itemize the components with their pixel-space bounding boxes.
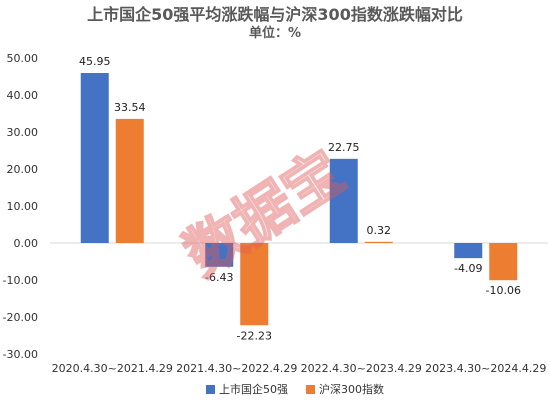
data-label: 33.54 — [114, 101, 146, 114]
bar — [364, 241, 393, 243]
data-label: -10.06 — [486, 284, 521, 297]
chart-subtitle: 单位：% — [249, 25, 301, 41]
data-labels: 45.95 33.54 -6.43 -22.23 22.75 0.32 -4.09 -10.0… — [79, 55, 521, 342]
bar — [454, 243, 483, 259]
y-tick-label: 10.00 — [7, 200, 39, 213]
x-tick-label: 2021.4.30~2022.4.29 — [176, 362, 297, 375]
legend-swatch — [206, 385, 215, 394]
data-label: 0.32 — [367, 224, 392, 237]
x-axis: 2020.4.30~2021.4.29 2021.4.30~2022.4.29 20… — [52, 362, 547, 375]
y-tick-label: 50.00 — [7, 52, 39, 65]
y-tick-label: -10.00 — [3, 274, 38, 287]
x-tick-label: 2023.4.30~2024.4.29 — [425, 362, 546, 375]
bar — [240, 243, 269, 326]
y-tick-label: -30.00 — [3, 348, 38, 361]
y-tick-label: 20.00 — [7, 163, 39, 176]
legend: 上市国企50强 沪深300指数 — [206, 382, 384, 396]
bar — [329, 158, 358, 243]
y-tick-label: 40.00 — [7, 89, 39, 102]
y-axis: -30.00 -20.00 -10.00 0.00 10.00 20.00 30.00 40.… — [3, 52, 38, 361]
bars — [80, 72, 518, 326]
bar — [80, 72, 109, 243]
bar — [489, 243, 518, 281]
legend-label: 沪深300指数 — [319, 382, 384, 396]
chart-title: 上市国企50强平均涨跌幅与沪深300指数涨跌幅对比 — [87, 5, 463, 24]
y-tick-label: -20.00 — [3, 311, 38, 324]
x-tick-label: 2020.4.30~2021.4.29 — [52, 362, 173, 375]
y-tick-label: 30.00 — [7, 126, 39, 139]
data-label: 22.75 — [328, 141, 360, 154]
x-tick-label: 2022.4.30~2023.4.29 — [301, 362, 422, 375]
legend-swatch — [306, 385, 315, 394]
data-label: -6.43 — [205, 271, 233, 284]
data-label: -22.23 — [237, 329, 272, 342]
data-label: -4.09 — [454, 262, 482, 275]
legend-label: 上市国企50强 — [219, 382, 288, 396]
bar — [115, 118, 144, 243]
y-tick-label: 0.00 — [14, 237, 39, 250]
bar — [205, 243, 234, 267]
data-label: 45.95 — [79, 55, 111, 68]
